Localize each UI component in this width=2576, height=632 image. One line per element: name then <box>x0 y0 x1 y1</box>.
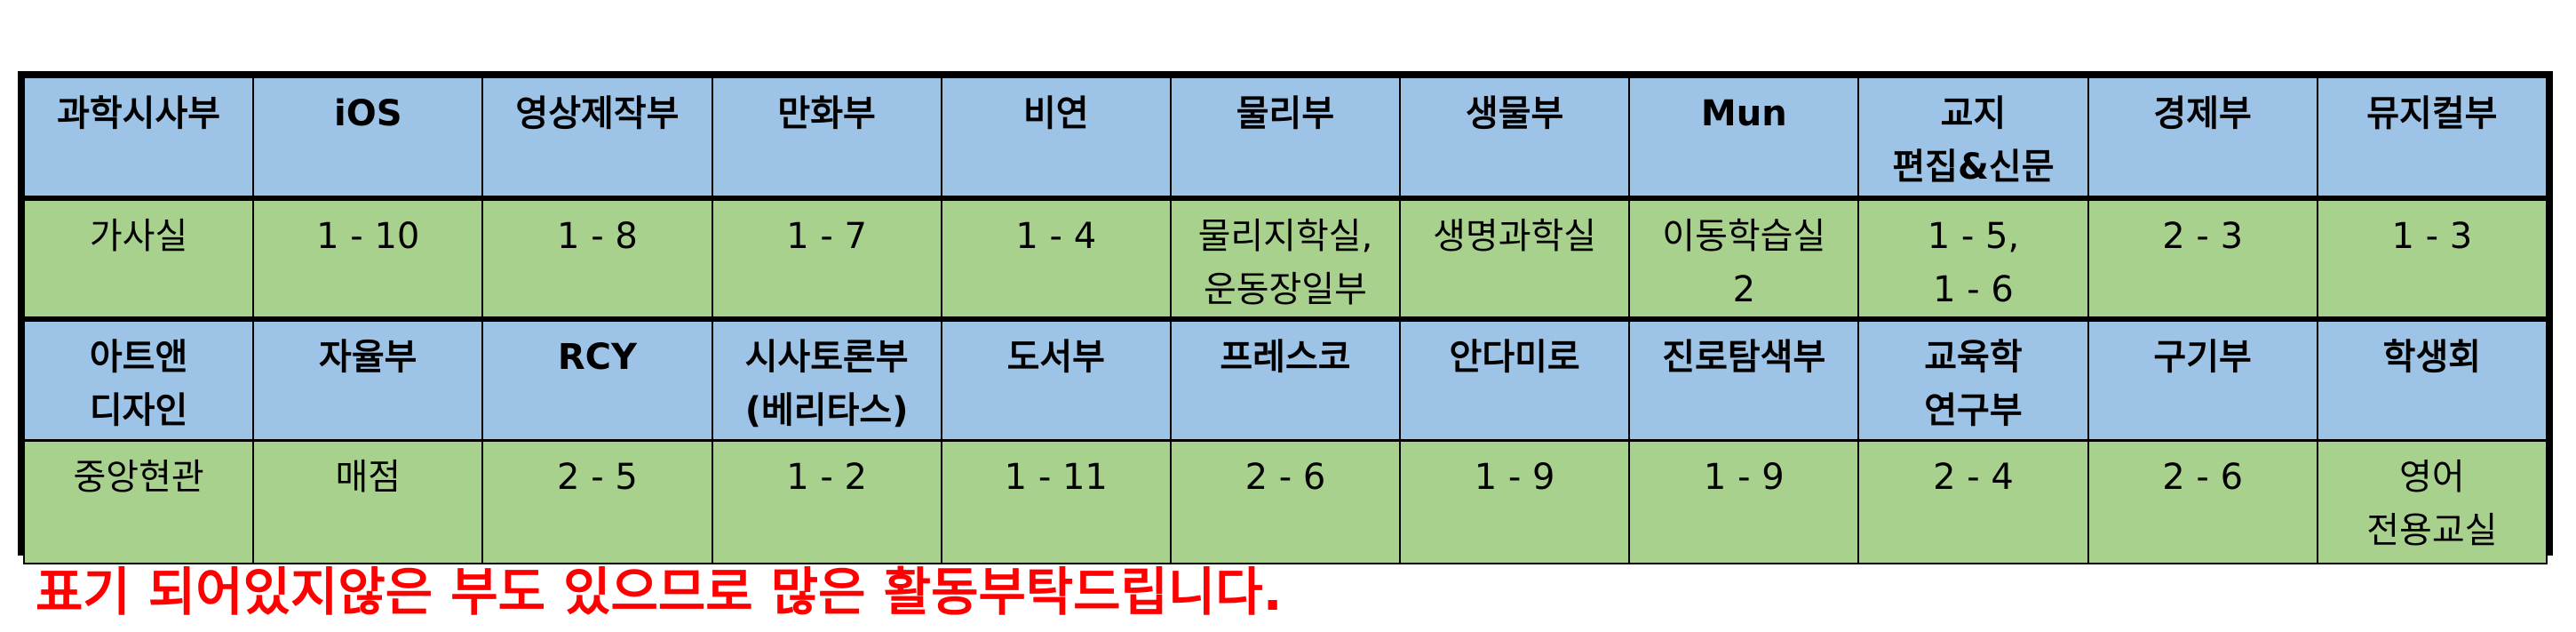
club-name-cell: 학생회 <box>2316 316 2548 441</box>
club-location-cell: 1 - 10 <box>252 196 484 320</box>
club-location-cell: 중앙현관 <box>22 438 255 564</box>
club-name-cell: 안다미로 <box>1399 316 1631 441</box>
club-location-cell: 영어 전용교실 <box>2316 438 2548 564</box>
club-name-cell: 자율부 <box>252 316 484 441</box>
club-location-cell: 1 - 7 <box>711 196 942 320</box>
club-location-cell: 매점 <box>252 438 484 564</box>
club-name-cell: 경제부 <box>2087 76 2318 199</box>
club-name-cell: 구기부 <box>2087 316 2318 441</box>
club-location-cell: 생명과학실 <box>1399 196 1631 320</box>
club-location-cell: 1 - 3 <box>2316 196 2548 320</box>
notice-text: 표기 되어있지않은 부도 있으므로 많은 활동부탁드립니다. <box>36 562 1283 622</box>
club-name-cell: 과학시사부 <box>22 76 255 199</box>
club-name-row-2: 아트앤 디자인 자율부 RCY 시사토론부 (베리타스) 도서부 프레스코 안다… <box>22 316 2548 441</box>
club-location-table: 과학시사부 iOS 영상제작부 만화부 비연 물리부 생물부 Mun 교지 편집… <box>18 71 2553 564</box>
club-location-cell: 1 - 5, 1 - 6 <box>1857 196 2089 320</box>
club-name-cell: 물리부 <box>1169 76 1402 199</box>
club-table: 과학시사부 iOS 영상제작부 만화부 비연 물리부 생물부 Mun 교지 편집… <box>22 76 2548 564</box>
club-location-cell: 2 - 5 <box>481 438 713 564</box>
club-location-cell: 1 - 9 <box>1628 438 1860 564</box>
club-name-cell: 프레스코 <box>1169 316 1402 441</box>
club-name-row-1: 과학시사부 iOS 영상제작부 만화부 비연 물리부 생물부 Mun 교지 편집… <box>22 76 2548 199</box>
club-location-cell: 2 - 6 <box>2087 438 2318 564</box>
club-name-cell: Mun <box>1628 76 1860 199</box>
club-location-cell: 1 - 9 <box>1399 438 1631 564</box>
club-location-cell: 1 - 8 <box>481 196 713 320</box>
club-location-cell: 가사실 <box>22 196 255 320</box>
club-location-cell: 2 - 3 <box>2087 196 2318 320</box>
club-name-cell: 아트앤 디자인 <box>22 316 255 441</box>
club-name-cell: 도서부 <box>940 316 1172 441</box>
club-name-cell: 영상제작부 <box>481 76 713 199</box>
club-name-cell: 생물부 <box>1399 76 1631 199</box>
club-name-cell: iOS <box>252 76 484 199</box>
club-location-cell: 1 - 4 <box>940 196 1172 320</box>
club-name-cell: 뮤지컬부 <box>2316 76 2548 199</box>
club-location-cell: 물리지학실, 운동장일부 <box>1169 196 1402 320</box>
club-location-cell: 이동학습실 2 <box>1628 196 1860 320</box>
club-name-cell: 시사토론부 (베리타스) <box>711 316 942 441</box>
club-location-cell: 2 - 6 <box>1169 438 1402 564</box>
club-name-cell: 진로탐색부 <box>1628 316 1860 441</box>
club-location-cell: 2 - 4 <box>1857 438 2089 564</box>
club-location-cell: 1 - 2 <box>711 438 942 564</box>
club-name-cell: 만화부 <box>711 76 942 199</box>
club-name-cell: RCY <box>481 316 713 441</box>
club-name-cell: 교지 편집&신문 <box>1857 76 2089 199</box>
club-location-row-1: 가사실 1 - 10 1 - 8 1 - 7 1 - 4 물리지학실, 운동장일… <box>22 196 2548 320</box>
club-location-row-2: 중앙현관 매점 2 - 5 1 - 2 1 - 11 2 - 6 1 - 9 1… <box>22 438 2548 564</box>
club-name-cell: 비연 <box>940 76 1172 199</box>
club-location-cell: 1 - 11 <box>940 438 1172 564</box>
club-name-cell: 교육학 연구부 <box>1857 316 2089 441</box>
